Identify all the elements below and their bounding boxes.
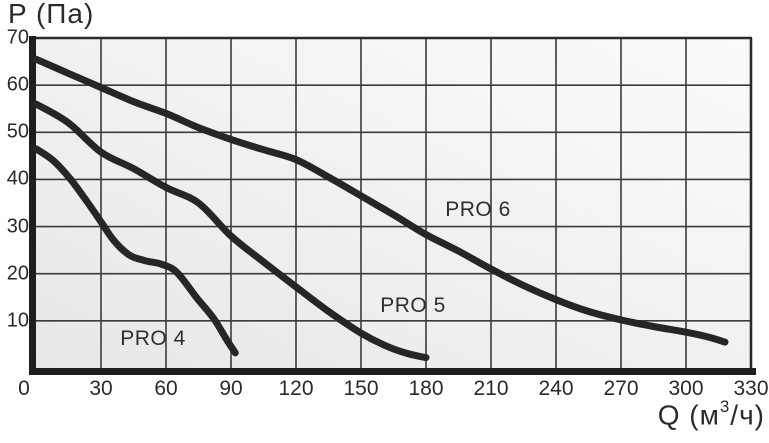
curve-pro-6 — [32, 55, 729, 346]
x-tick-label: 0 — [18, 377, 30, 400]
x-tick-label: 300 — [668, 377, 704, 400]
curve-pro-4 — [32, 145, 239, 357]
y-tick-label: 40 — [6, 167, 29, 190]
y-tick-label: 70 — [6, 26, 29, 49]
y-tick-label: 60 — [6, 73, 29, 96]
y-tick-label: 20 — [6, 262, 29, 285]
x-tick-label: 60 — [154, 377, 178, 400]
x-axis-title: Q (м3/ч) — [657, 397, 765, 431]
x-tick-label: 120 — [278, 377, 314, 400]
curve-label-pro-6: PRO 6 — [445, 197, 511, 221]
curve-label-pro-4: PRO 4 — [120, 327, 186, 351]
y-tick-label: 50 — [6, 120, 29, 143]
y-axis-line — [29, 36, 36, 375]
x-tick-label: 180 — [408, 377, 444, 400]
curve-pro-5 — [32, 100, 430, 362]
x-tick-label: 270 — [603, 377, 639, 400]
x-axis-line — [29, 368, 756, 375]
curve-label-pro-5: PRO 5 — [380, 293, 446, 317]
x-axis-title-pre: Q (м — [657, 399, 720, 431]
x-axis-title-post: /ч) — [730, 399, 765, 431]
x-tick-label: 30 — [89, 377, 113, 400]
x-tick-label: 150 — [343, 377, 379, 400]
y-tick-label: 30 — [6, 215, 29, 238]
x-tick-label: 210 — [473, 377, 509, 400]
x-tick-label: 330 — [733, 377, 769, 400]
x-tick-label: 90 — [219, 377, 243, 400]
x-tick-label: 240 — [538, 377, 574, 400]
y-tick-label: 10 — [6, 309, 29, 332]
plot-background — [36, 38, 751, 368]
x-axis-title-sup: 3 — [719, 397, 731, 416]
y-axis-title: P (Па) — [8, 0, 95, 29]
